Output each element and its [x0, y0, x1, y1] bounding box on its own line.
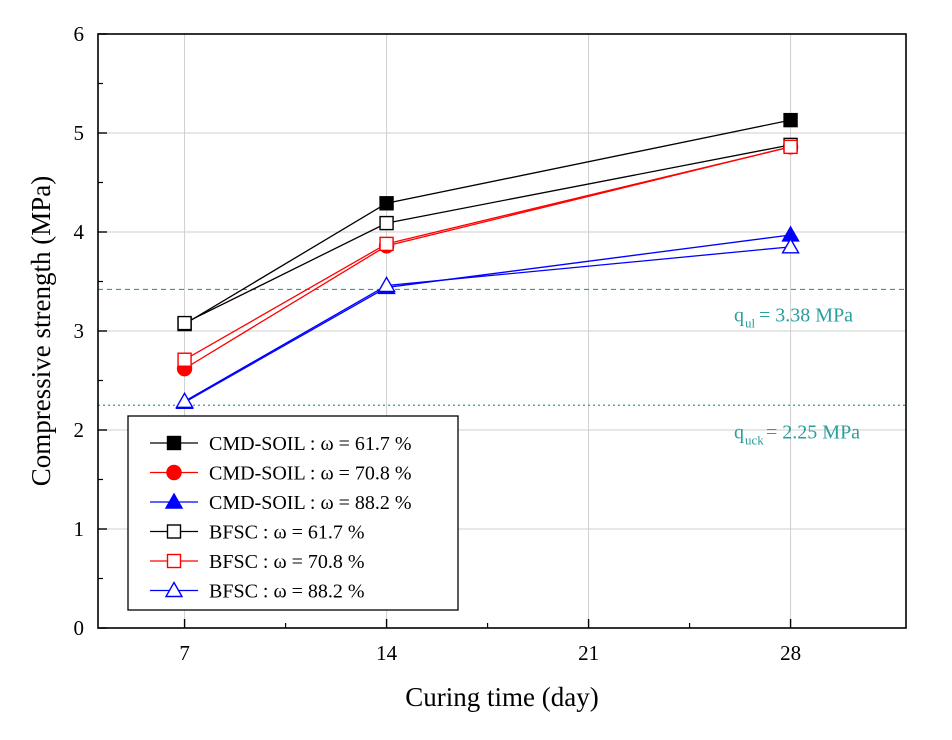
reference-label-subscript: uck — [745, 432, 764, 447]
legend-label: BFSC : ω = 61.7 % — [209, 522, 365, 544]
x-tick-label: 14 — [376, 641, 398, 665]
legend-item: CMD-SOIL : ω = 88.2 % — [150, 492, 412, 514]
y-tick-label: 5 — [74, 121, 85, 145]
series-5 — [177, 139, 798, 367]
y-tick-label: 6 — [74, 22, 85, 46]
reference-label-subscript: ul — [745, 315, 756, 330]
legend-label: BFSC : ω = 88.2 % — [209, 581, 365, 603]
legend-box — [127, 415, 459, 611]
axis-ticks: 7 14 21 28 0 1 2 3 4 5 6 — [74, 22, 802, 665]
legend-label: CMD-SOIL : ω = 88.2 % — [209, 492, 412, 514]
legend-marker — [166, 435, 182, 451]
data-point — [175, 391, 194, 408]
data-point — [377, 276, 396, 293]
series-1 — [177, 112, 798, 332]
x-tick-label: 21 — [578, 641, 599, 665]
reference-label-value: = 3.38 MPa — [759, 304, 853, 326]
y-axis-title: Compressive strength (MPa) — [26, 176, 56, 486]
legend-marker — [166, 524, 182, 539]
series-2 — [176, 139, 799, 377]
series-line — [184, 144, 791, 324]
data-point — [379, 196, 394, 211]
data-point — [379, 236, 394, 252]
data-point — [177, 352, 192, 367]
x-axis-title: Curing time (day) — [405, 682, 598, 712]
legend-marker — [166, 464, 182, 481]
data-point — [781, 237, 800, 254]
legend: CMD-SOIL : ω = 61.7 % CMD-SOIL : ω = 70.8… — [127, 415, 459, 611]
legend-item: CMD-SOIL : ω = 70.8 % — [150, 463, 412, 485]
y-tick-label: 0 — [74, 616, 85, 640]
series-line — [184, 146, 791, 370]
y-tick-label: 2 — [74, 418, 85, 442]
legend-marker — [166, 553, 182, 569]
x-tick-label: 7 — [179, 641, 190, 665]
data-series — [175, 112, 800, 409]
series-line — [184, 234, 791, 403]
reference-label-symbol: q — [734, 421, 744, 443]
x-tick-label: 28 — [780, 641, 801, 665]
data-point — [379, 215, 394, 231]
data-point — [783, 139, 798, 155]
legend-item: BFSC : ω = 88.2 % — [150, 581, 365, 603]
legend-label: CMD-SOIL : ω = 70.8 % — [209, 463, 412, 485]
y-tick-label: 3 — [74, 319, 85, 343]
legend-item: BFSC : ω = 61.7 % — [150, 522, 365, 544]
y-tick-label: 4 — [74, 220, 85, 244]
legend-label: BFSC : ω = 70.8 % — [209, 551, 365, 573]
legend-label: CMD-SOIL : ω = 61.7 % — [209, 433, 412, 455]
series-line — [184, 119, 791, 325]
legend-item: CMD-SOIL : ω = 61.7 % — [150, 433, 412, 455]
reference-label-value: = 2.25 MPa — [766, 421, 860, 443]
series-3 — [175, 225, 800, 409]
data-point — [177, 315, 192, 331]
series-line — [184, 146, 791, 361]
legend-item: BFSC : ω = 70.8 % — [150, 551, 365, 573]
data-point — [783, 112, 798, 128]
series-6 — [175, 237, 800, 408]
legend-marker — [164, 581, 184, 598]
y-tick-label: 1 — [74, 517, 85, 541]
reference-label-symbol: q — [734, 304, 744, 326]
legend-marker — [164, 492, 184, 509]
